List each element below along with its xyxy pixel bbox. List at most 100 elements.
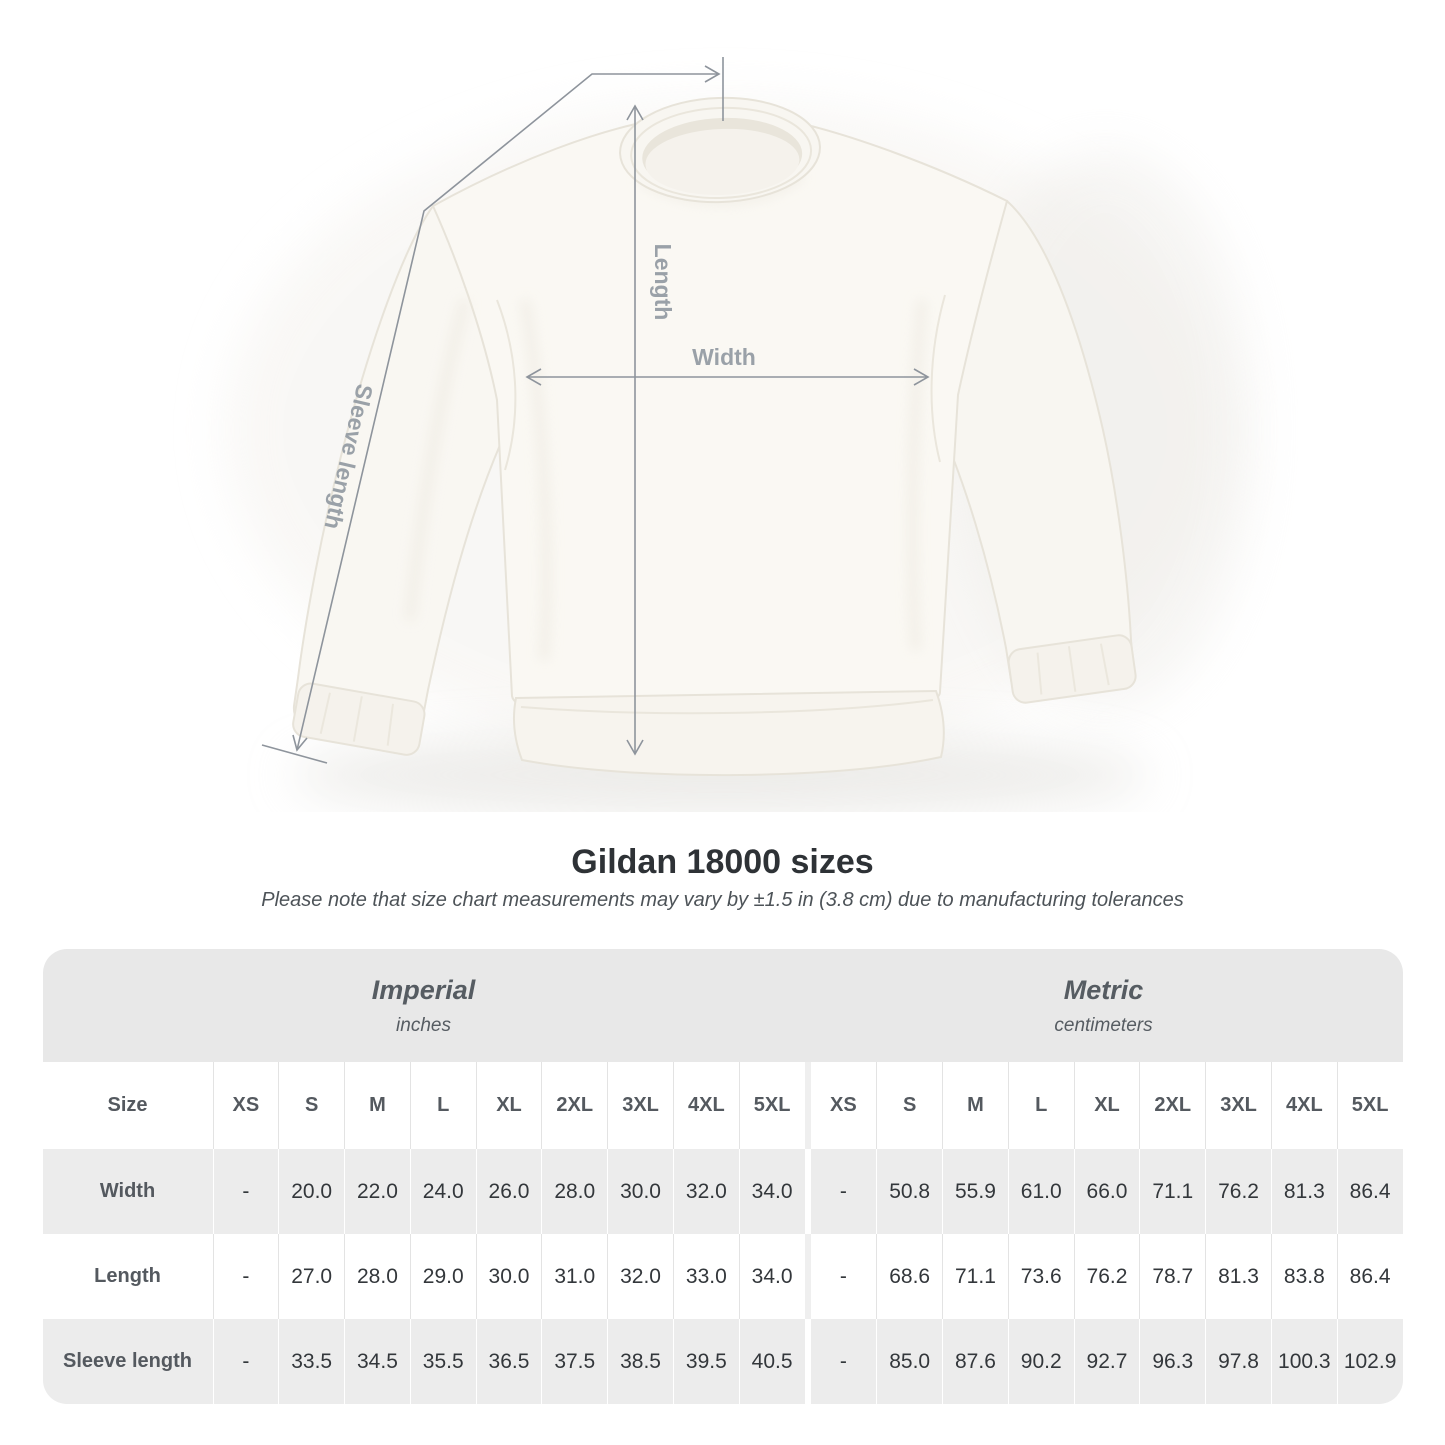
value-cell-imperial: 34.0 (738, 1234, 805, 1319)
tolerance-note: Please note that size chart measurements… (261, 889, 1184, 911)
value-cell-metric: 100.3 (1270, 1319, 1337, 1404)
dimension-lines (261, 57, 930, 764)
value-cell-metric: 81.3 (1270, 1149, 1337, 1234)
metric-unit: centimeters (1054, 1014, 1153, 1036)
size-header-cell: 4XL (1270, 1062, 1337, 1149)
section-divider (804, 1149, 811, 1234)
size-header-cell: 2XL (1139, 1062, 1206, 1149)
value-cell-imperial: 22.0 (344, 1149, 410, 1234)
value-cell-imperial: 28.0 (541, 1149, 608, 1234)
value-cell-metric: - (810, 1234, 877, 1319)
value-cell-imperial: 32.0 (607, 1234, 673, 1319)
value-cell-metric: 76.2 (1073, 1234, 1140, 1319)
value-cell-imperial: 36.5 (475, 1319, 542, 1404)
value-cell-imperial: 28.0 (344, 1234, 410, 1319)
size-header-cell: XL (475, 1062, 542, 1149)
value-cell-imperial: 39.5 (672, 1319, 739, 1404)
armhole-seams (496, 294, 946, 471)
value-cell-imperial: 27.0 (278, 1234, 345, 1319)
value-cell-metric: 73.6 (1007, 1234, 1074, 1319)
value-cell-metric: 66.0 (1073, 1149, 1140, 1234)
value-cell-metric: 78.7 (1139, 1234, 1206, 1319)
value-cell-imperial: - (212, 1149, 279, 1234)
value-cell-imperial: 29.0 (409, 1234, 476, 1319)
garment-diagram: Length Width Sleeve length (225, 57, 1255, 812)
value-cell-metric: 68.6 (876, 1234, 943, 1319)
size-header-cell: M (942, 1062, 1008, 1149)
value-cell-imperial: 33.5 (278, 1319, 345, 1404)
size-header-cell: M (344, 1062, 410, 1149)
hem-band (513, 689, 945, 777)
value-cell-metric: 85.0 (876, 1319, 943, 1404)
value-cell-imperial: 20.0 (278, 1149, 345, 1234)
value-cell-metric: 102.9 (1336, 1319, 1403, 1404)
size-header-cell: L (409, 1062, 476, 1149)
value-cell-imperial: 30.0 (607, 1149, 673, 1234)
imperial-title: Imperial (371, 974, 476, 1005)
size-header-cell: XL (1073, 1062, 1140, 1149)
row-label: Sleeve length (42, 1319, 213, 1404)
section-divider (804, 1062, 811, 1149)
value-cell-metric: 81.3 (1205, 1234, 1271, 1319)
sleeve-arrow-right (704, 65, 721, 83)
value-cell-metric: 83.8 (1270, 1234, 1337, 1319)
value-cell-imperial: 35.5 (409, 1319, 476, 1404)
length-arrow-top (626, 104, 644, 121)
cuff-datum-tick (261, 744, 328, 764)
value-cell-metric: 87.6 (942, 1319, 1008, 1404)
value-cell-metric: - (810, 1149, 877, 1234)
size-header-cell: 5XL (738, 1062, 805, 1149)
value-cell-metric: 55.9 (942, 1149, 1008, 1234)
size-header-cell: 2XL (541, 1062, 608, 1149)
value-cell-imperial: 32.0 (672, 1149, 739, 1234)
value-cell-metric: 86.4 (1336, 1149, 1403, 1234)
length-arrow-bottom (626, 739, 644, 756)
hem-seam (520, 699, 934, 715)
value-cell-metric: 97.8 (1205, 1319, 1271, 1404)
length-label: Length (650, 244, 676, 321)
size-header-cell: XS (810, 1062, 877, 1149)
size-column-header: Size (42, 1062, 213, 1149)
size-header-cell: XS (212, 1062, 279, 1149)
value-cell-metric: 92.7 (1073, 1319, 1140, 1404)
value-cell-imperial: 34.5 (344, 1319, 410, 1404)
size-header-cell: S (278, 1062, 345, 1149)
sleeve-arrow-bottom (292, 734, 308, 752)
value-cell-metric: 50.8 (876, 1149, 943, 1234)
imperial-unit: inches (396, 1014, 451, 1036)
size-table: Imperial inches Metric centimeters Size XS S M L… (42, 949, 1403, 1404)
value-cell-imperial: 26.0 (475, 1149, 542, 1234)
size-header-cell: S (876, 1062, 943, 1149)
value-cell-imperial: - (212, 1234, 279, 1319)
imperial-section-header: Imperial inches (42, 949, 805, 1062)
value-cell-imperial: 38.5 (607, 1319, 673, 1404)
value-cell-metric: 90.2 (1007, 1319, 1074, 1404)
size-header-cell: 5XL (1336, 1062, 1403, 1149)
value-cell-metric: 61.0 (1007, 1149, 1074, 1234)
section-divider (804, 1234, 811, 1319)
value-cell-metric: 71.1 (1139, 1149, 1206, 1234)
width-arrow-right (913, 368, 930, 386)
right-cuff (1007, 634, 1137, 704)
collar (619, 96, 821, 204)
row-label: Width (42, 1149, 213, 1234)
value-cell-imperial: 31.0 (541, 1234, 608, 1319)
value-cell-imperial: 30.0 (475, 1234, 542, 1319)
size-header-cell: 3XL (1205, 1062, 1271, 1149)
metric-section-header: Metric centimeters (804, 949, 1403, 1062)
section-divider (804, 1319, 811, 1404)
value-cell-imperial: - (212, 1319, 279, 1404)
sleeve-length-line (296, 73, 719, 751)
left-cuff (292, 682, 426, 756)
sweatshirt-illustration: Length Width Sleeve length (225, 57, 1255, 812)
value-cell-imperial: 37.5 (541, 1319, 608, 1404)
size-header-cell: 4XL (672, 1062, 739, 1149)
value-cell-imperial: 33.0 (672, 1234, 739, 1319)
metric-title: Metric (1063, 974, 1144, 1005)
value-cell-metric: 96.3 (1139, 1319, 1206, 1404)
value-cell-imperial: 24.0 (409, 1149, 476, 1234)
width-arrow-left (525, 368, 542, 386)
value-cell-metric: 76.2 (1205, 1149, 1271, 1234)
width-label: Width (692, 344, 756, 370)
